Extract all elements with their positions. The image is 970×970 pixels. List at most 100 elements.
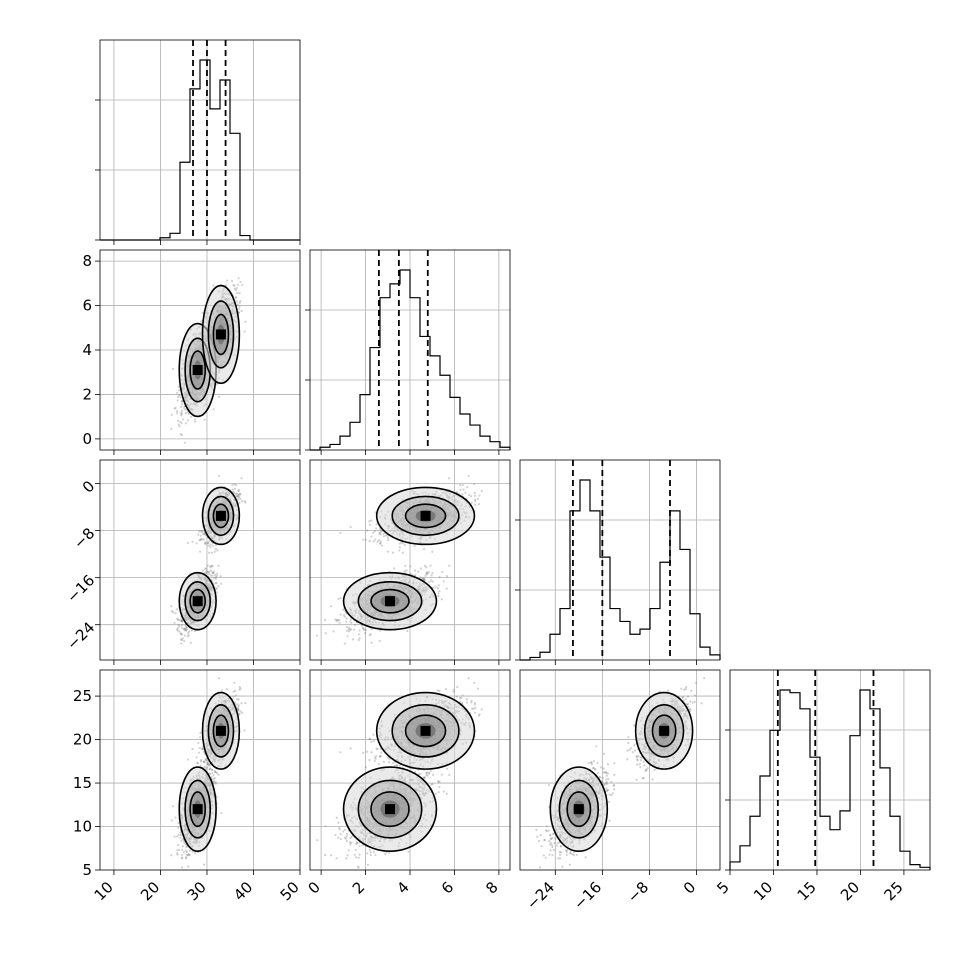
scatter-point [422,577,425,580]
scatter-point [238,494,241,497]
scatter-point [477,502,481,506]
scatter-point [437,584,440,587]
scatter-point [180,409,184,412]
scatter-point [378,639,381,643]
scatter-point [212,570,215,573]
scatter-point [236,495,240,498]
scatter-point [176,410,179,413]
scatter-point [178,394,181,397]
scatter-point [466,486,469,489]
scatter-point [480,489,483,493]
scatter-point [212,284,215,287]
scatter-point [445,575,449,578]
scatter-point [370,535,373,538]
scatter-point [235,492,238,495]
scatter-point [220,582,223,585]
scatter-point [177,419,180,422]
scatter-point [180,619,183,623]
scatter-point [204,571,207,574]
panel-frame-2-0 [99,459,301,661]
scatter-point [177,618,180,621]
scatter-point [349,525,352,529]
scatter-point [349,628,352,631]
scatter-point [173,621,176,625]
scatter-point [179,420,182,423]
scatter-point [172,611,175,614]
scatter-point [208,571,211,574]
scatter-point [203,418,206,421]
scatter-point [403,570,406,573]
scatter-point [473,494,477,497]
scatter-point [174,612,177,615]
y-tick-label: −8 [70,524,98,552]
scatter-point [198,530,201,533]
scatter-point [174,406,177,409]
scatter-point [209,574,212,577]
scatter-point [199,537,203,541]
y-tick-label: 0 [79,477,98,496]
scatter-points-1-0 [170,277,247,444]
scatter-point [178,389,181,392]
scatter-point [217,584,220,588]
scatter-point [364,538,367,541]
scatter-point [370,641,373,644]
scatter-point [180,433,184,437]
scatter-point [376,540,379,543]
scatter-point [200,529,204,532]
scatter-point [199,530,203,533]
scatter-point [238,307,241,311]
scatter-point [431,572,434,575]
scatter-point [209,569,212,572]
scatter-points-2-1 [316,474,483,645]
scatter-point [338,621,341,624]
scatter-point [438,576,441,579]
scatter-point [231,484,234,487]
scatter-point [238,305,241,308]
scatter-point [373,529,376,533]
scatter-point [181,403,184,406]
scatter-point [182,418,185,421]
hist-panel-1 [305,249,511,455]
scatter-point [362,538,365,541]
scatter-point [177,423,180,426]
scatter-point [193,420,197,423]
scatter-point [206,564,209,567]
scatter-point [462,488,465,491]
scatter-point [176,412,179,415]
scatter-point [346,635,349,638]
scatter-point [386,534,389,538]
scatter-point [224,284,228,287]
scatter-point [203,542,207,545]
scatter-point [212,572,215,575]
scatter-point [398,549,401,552]
scatter-point [201,311,204,314]
scatter-point [215,574,219,578]
hist-panel-0 [95,39,301,245]
scatter-point [378,532,381,536]
scatter-point [244,320,247,323]
scatter-point [176,628,179,631]
scatter-point [205,567,208,570]
scatter-point [177,385,180,388]
scatter-point [368,634,371,637]
scatter-point [427,571,431,574]
scatter-point [243,330,246,333]
scatter-point [357,638,360,642]
y-tick-label: 8 [82,252,92,270]
scatter-point [180,624,184,627]
scatter-point [368,523,372,526]
scatter-point [241,283,244,286]
scatter-point [179,638,183,641]
scatter-point [184,628,187,631]
scatter-point [241,500,244,503]
density-peak-0 [192,365,203,375]
scatter-point [209,543,212,546]
scatter-point [348,626,351,629]
scatter-point [240,477,243,480]
scatter-point [237,489,240,492]
scatter-point [173,407,176,410]
scatter-point [234,296,238,299]
scatter-point [425,572,429,576]
scatter-point [188,630,191,633]
